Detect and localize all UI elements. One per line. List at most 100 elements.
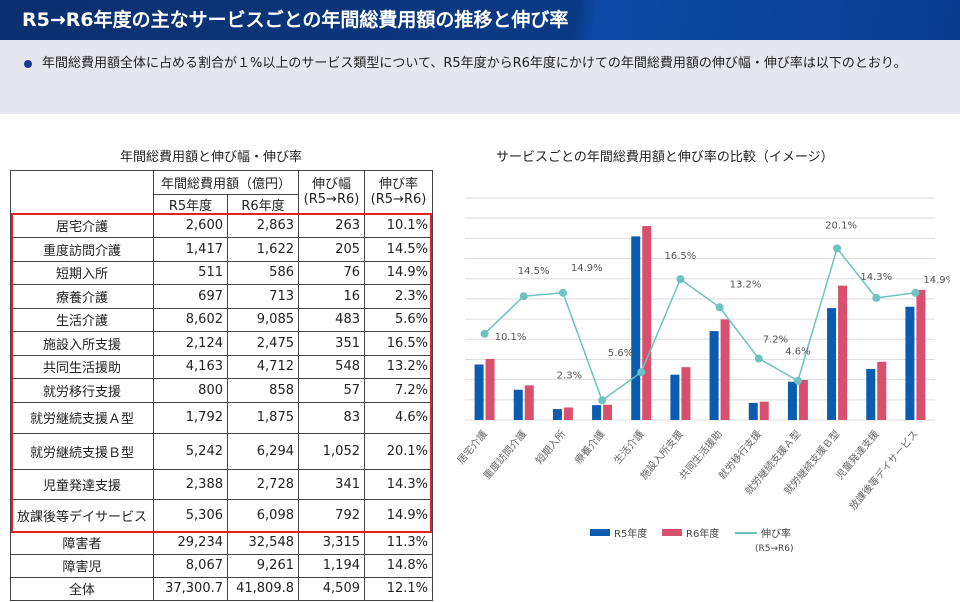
rate-point bbox=[519, 292, 528, 301]
diff-value: 16 bbox=[298, 284, 365, 309]
rate-data-label: 16.5% bbox=[665, 251, 697, 262]
intro-text: 年間総費用額全体に占める割合が１%以上のサービス類型について、R5年度からR6年… bbox=[42, 56, 907, 71]
r6-value: 1,622 bbox=[227, 237, 299, 262]
header-diff-label: 伸び幅 bbox=[311, 177, 351, 193]
bar-r5 bbox=[474, 364, 484, 420]
table-row: 療養介護 697 713 16 2.3% bbox=[10, 284, 433, 309]
header-rate-label: 伸び率 bbox=[378, 177, 418, 193]
x-tick-label: 居宅介護 bbox=[454, 428, 490, 467]
bar-r5 bbox=[748, 402, 758, 420]
rate-data-label: 7.2% bbox=[763, 335, 788, 346]
rate-value: 4.6% bbox=[364, 401, 433, 434]
legend-label-r5: R5年度 bbox=[614, 529, 648, 540]
row-label: 就労継続支援Ａ型 bbox=[10, 401, 154, 434]
diff-value: 3,315 bbox=[298, 530, 365, 555]
x-tick-label: 放課後等デイサービス bbox=[846, 428, 920, 513]
table-row: 障害者 29,234 32,548 3,315 11.3% bbox=[10, 530, 433, 555]
header-diff-sub: (R5→R6) bbox=[303, 192, 360, 208]
r5-value: 5,242 bbox=[153, 432, 228, 470]
table-row: 障害児 8,067 9,261 1,194 14.8% bbox=[10, 553, 433, 578]
diff-value: 1,052 bbox=[298, 432, 365, 470]
header-rate-sub: (R5→R6) bbox=[370, 192, 427, 208]
r6-value: 858 bbox=[227, 378, 299, 403]
diff-value: 548 bbox=[298, 354, 365, 379]
r5-value: 1,792 bbox=[153, 401, 228, 434]
r6-value: 713 bbox=[227, 284, 299, 309]
legend-swatch-rate bbox=[735, 531, 757, 534]
intro-box: 年間総費用額全体に占める割合が１%以上のサービス類型について、R5年度からR6年… bbox=[0, 40, 960, 114]
r5-value: 2,388 bbox=[153, 468, 228, 500]
r6-value: 6,294 bbox=[227, 432, 299, 470]
row-label: 障害者 bbox=[10, 530, 154, 555]
bar-r5 bbox=[787, 381, 797, 420]
rate-point bbox=[911, 288, 920, 297]
bar-r6 bbox=[485, 358, 495, 420]
legend-label-r6: R6年度 bbox=[686, 529, 720, 540]
legend-r6: R6年度 bbox=[662, 525, 719, 540]
page-header: R5→R6年度の主なサービスごとの年間総費用額の推移と伸び率 bbox=[0, 0, 960, 40]
legend-rate: 伸び率 bbox=[735, 525, 791, 540]
legend-sub: (R5→R6) bbox=[755, 544, 794, 554]
bar-r5 bbox=[592, 405, 602, 420]
bar-r6 bbox=[838, 285, 848, 420]
row-label: 短期入所 bbox=[10, 260, 154, 285]
rate-point bbox=[833, 244, 842, 253]
table-row: 施設入所支援 2,124 2,475 351 16.5% bbox=[10, 331, 433, 356]
header-cost: 年間総費用額（億円） bbox=[153, 170, 299, 195]
row-label: 放課後等デイサービス bbox=[10, 498, 154, 532]
table-row: 就労移行支援 800 858 57 7.2% bbox=[10, 378, 433, 403]
bar-r5 bbox=[513, 389, 523, 420]
table-row: 重度訪問介護 1,417 1,622 205 14.5% bbox=[10, 237, 433, 262]
legend-label-rate: 伸び率 bbox=[761, 529, 791, 540]
rate-data-label: 2.3% bbox=[557, 370, 582, 381]
r5-value: 8,067 bbox=[153, 553, 228, 578]
r5-value: 5,306 bbox=[153, 498, 228, 532]
bar-r6 bbox=[681, 367, 691, 420]
bar-r6 bbox=[603, 404, 613, 420]
r5-value: 8,602 bbox=[153, 307, 228, 332]
bar-r6 bbox=[759, 401, 769, 420]
bar-r5 bbox=[827, 308, 837, 420]
row-label: 障害児 bbox=[10, 553, 154, 578]
rate-value: 10.1% bbox=[364, 213, 433, 238]
r5-value: 37,300.7 bbox=[153, 576, 228, 601]
bar-r6 bbox=[642, 226, 652, 420]
bar-r6 bbox=[720, 319, 730, 420]
diff-value: 351 bbox=[298, 331, 365, 356]
row-label: 生活介護 bbox=[10, 307, 154, 332]
r5-value: 2,124 bbox=[153, 331, 228, 356]
rate-point bbox=[676, 275, 685, 284]
r6-value: 9,261 bbox=[227, 553, 299, 578]
rate-point bbox=[754, 354, 763, 363]
rate-data-label: 13.2% bbox=[730, 279, 762, 290]
r5-value: 697 bbox=[153, 284, 228, 309]
bar-r6 bbox=[563, 407, 573, 420]
r6-value: 2,475 bbox=[227, 331, 299, 356]
legend-swatch-r6 bbox=[662, 529, 682, 536]
table-row: 全体 37,300.7 41,809.8 4,509 12.1% bbox=[10, 576, 433, 601]
table-row: 放課後等デイサービス 5,306 6,098 792 14.9% bbox=[10, 498, 433, 532]
row-label: 共同生活援助 bbox=[10, 354, 154, 379]
bar-r5 bbox=[905, 306, 915, 420]
row-label: 療養介護 bbox=[10, 284, 154, 309]
legend-r5: R5年度 bbox=[590, 525, 647, 540]
rate-point bbox=[480, 329, 489, 338]
diff-value: 792 bbox=[298, 498, 365, 532]
rate-value: 14.9% bbox=[364, 260, 433, 285]
rate-line bbox=[484, 246, 916, 402]
rate-value: 14.8% bbox=[364, 553, 433, 578]
rate-data-label: 5.6% bbox=[608, 348, 633, 359]
r6-value: 32,548 bbox=[227, 530, 299, 555]
r6-value: 2,863 bbox=[227, 213, 299, 238]
rate-point bbox=[598, 396, 607, 405]
diff-value: 341 bbox=[298, 468, 365, 500]
r5-value: 4,163 bbox=[153, 354, 228, 379]
diff-value: 1,194 bbox=[298, 553, 365, 578]
rate-value: 12.1% bbox=[364, 576, 433, 601]
rate-data-label: 4.6% bbox=[785, 347, 810, 358]
bar-r5 bbox=[709, 331, 719, 420]
rate-value: 14.5% bbox=[364, 237, 433, 262]
diff-value: 205 bbox=[298, 237, 365, 262]
rate-data-label: 14.5% bbox=[518, 266, 550, 277]
bar-r6 bbox=[798, 379, 808, 420]
